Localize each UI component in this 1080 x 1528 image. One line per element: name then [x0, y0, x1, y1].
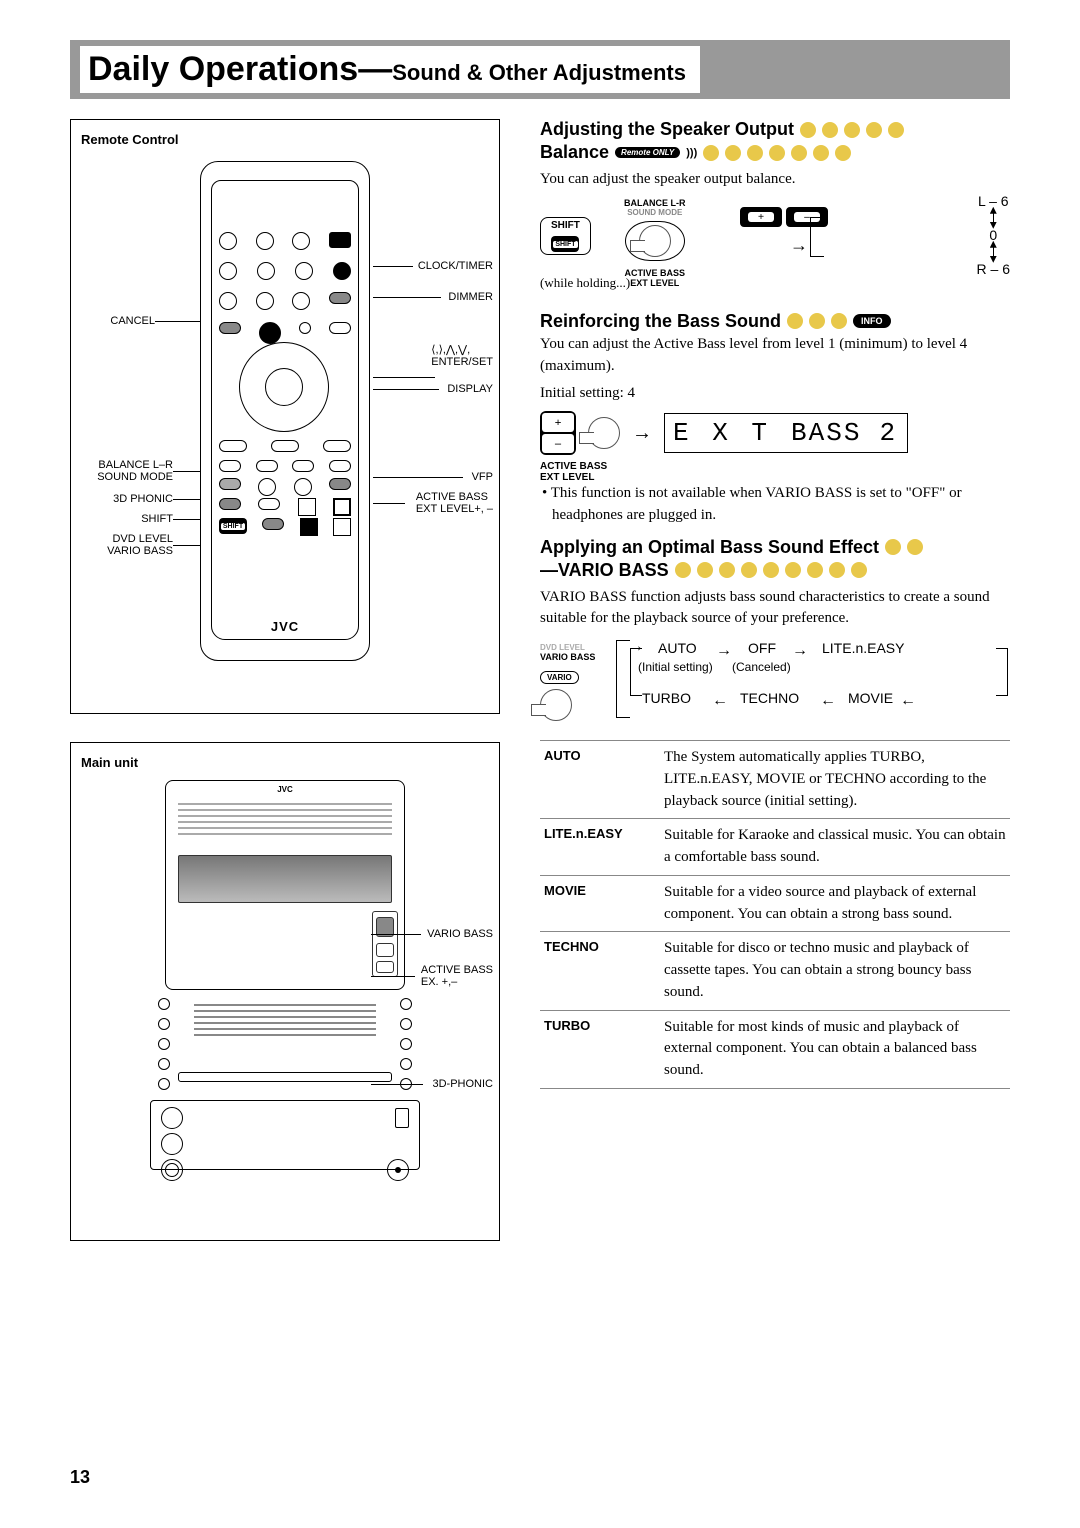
callout-mu-phonic: 3D-PHONIC [432, 1078, 493, 1090]
vario-heading1-text: Applying an Optimal Bass Sound Effect [540, 537, 879, 558]
page-number: 13 [70, 1467, 90, 1488]
reinforce-diagram: +– → E X T BASS 2 [540, 411, 1010, 455]
vario-cycle: DVD LEVEL VARIO BASS VARIO → AUTO → OFF … [540, 640, 1010, 730]
callout-3dphonic: 3D PHONIC [77, 493, 173, 505]
lcd-bass: BASS [791, 418, 861, 448]
table-key: LITE.n.EASY [540, 819, 660, 876]
remote-body: SHIFT JVC [200, 161, 370, 661]
activebass-label: ACTIVE BASS EXT LEVEL [624, 269, 686, 289]
line [373, 389, 439, 390]
remote-panel-label: Remote Control [81, 132, 489, 147]
callout-clock: CLOCK/TIMER [418, 260, 493, 272]
callout-activebass: ACTIVE BASS EXT LEVEL+, – [416, 491, 493, 515]
line [373, 377, 435, 378]
callout-dimmer: DIMMER [448, 291, 493, 303]
title-main: Daily Operations— [88, 50, 392, 88]
cycle-auto: AUTO [658, 640, 697, 656]
remote-only-badge: Remote ONLY [615, 147, 680, 158]
cycle-movie: MOVIE [848, 690, 893, 706]
table-val: Suitable for disco or techno music and p… [660, 932, 1010, 1010]
info-badge: INFO [853, 314, 891, 328]
callout-balance: BALANCE L–R SOUND MODE [77, 459, 173, 483]
cycle-techno: TECHNO [740, 690, 799, 706]
lcd-val: 2 [879, 418, 899, 448]
table-key: TECHNO [540, 932, 660, 1010]
mainunit-panel-label: Main unit [81, 755, 489, 770]
line [373, 297, 441, 298]
cycle-off: OFF [748, 640, 776, 656]
line [373, 503, 405, 504]
vario-body: VARIO BASS function adjusts bass sound c… [540, 587, 1010, 631]
scale-mid: 0 [977, 227, 1010, 243]
cycle-lite: LITE.n.EASY [822, 640, 904, 656]
table-val: Suitable for Karaoke and classical music… [660, 819, 1010, 876]
reinforce-bullet: • This function is not available when VA… [540, 483, 1010, 527]
reinforce-heading-text: Reinforcing the Bass Sound [540, 311, 781, 332]
vario-button: VARIO [540, 671, 579, 684]
title-sub: Sound & Other Adjustments [392, 60, 686, 85]
remote-panel: Remote Control CANCEL BALANCE L–R SOUND … [70, 119, 500, 714]
soundmode-label: SOUND MODE [624, 209, 686, 218]
line [373, 266, 413, 267]
adjust-subheading: Balance Remote ONLY ))) [540, 142, 1010, 163]
adjust-sub-text: Balance [540, 142, 609, 163]
callout-mu-active: ACTIVE BASS EX. +,– [421, 964, 493, 988]
reinforce-label: ACTIVE BASS EXT LEVEL [540, 461, 1010, 483]
mainunit-panel: Main unit JVC [70, 742, 500, 1241]
holding-text: (while holding...) [540, 275, 630, 291]
title-bar: Daily Operations—Sound & Other Adjustmen… [70, 40, 1010, 99]
cycle-auto-sub: (Initial setting) [638, 660, 713, 674]
remote-brand: JVC [201, 619, 369, 634]
table-val: The System automatically applies TURBO, … [660, 741, 1010, 819]
adjust-heading-text: Adjusting the Speaker Output [540, 119, 794, 140]
scale-top: L – 6 [977, 193, 1010, 209]
vario-heading2: —VARIO BASS [540, 560, 1010, 581]
table-key: MOVIE [540, 875, 660, 932]
line [155, 321, 205, 322]
mainunit-brand: JVC [166, 785, 404, 794]
callout-vfp: VFP [472, 471, 493, 483]
callout-shift: SHIFT [77, 513, 173, 525]
adjust-diagram: SHIFT SHIFT (while holding...) BALANCE L… [540, 199, 1010, 299]
callout-dvd: DVD LEVEL VARIO BASS [77, 533, 173, 557]
vario-heading2-text: —VARIO BASS [540, 560, 669, 581]
callout-display: DISPLAY [447, 383, 493, 395]
scale-bot: R – 6 [977, 261, 1010, 277]
reinforce-body1: You can adjust the Active Bass level fro… [540, 334, 1010, 378]
vario-table: AUTOThe System automatically applies TUR… [540, 740, 1010, 1089]
adjust-body: You can adjust the speaker output balanc… [540, 169, 1010, 191]
table-key: AUTO [540, 741, 660, 819]
callout-cancel: CANCEL [77, 315, 155, 327]
lcd-ext: E X T [673, 418, 771, 448]
line [371, 976, 415, 977]
line [371, 1084, 423, 1085]
callout-mu-vario: VARIO BASS [427, 928, 493, 940]
callout-arrows: ⟨,⟩,⋀,⋁, ENTER/SET [431, 343, 493, 368]
cycle-off-sub: (Canceled) [732, 660, 791, 674]
vario-heading1: Applying an Optimal Bass Sound Effect [540, 537, 1010, 558]
line [373, 477, 463, 478]
shift-label: SHIFT [551, 220, 580, 231]
table-val: Suitable for most kinds of music and pla… [660, 1010, 1010, 1088]
adjust-heading: Adjusting the Speaker Output [540, 119, 1010, 140]
table-key: TURBO [540, 1010, 660, 1088]
table-val: Suitable for a video source and playback… [660, 875, 1010, 932]
reinforce-heading: Reinforcing the Bass Sound INFO [540, 311, 1010, 332]
reinforce-body2: Initial setting: 4 [540, 383, 1010, 405]
variobass-label: VARIO BASS [540, 653, 595, 663]
cycle-turbo: TURBO [642, 690, 691, 706]
line [371, 934, 421, 935]
